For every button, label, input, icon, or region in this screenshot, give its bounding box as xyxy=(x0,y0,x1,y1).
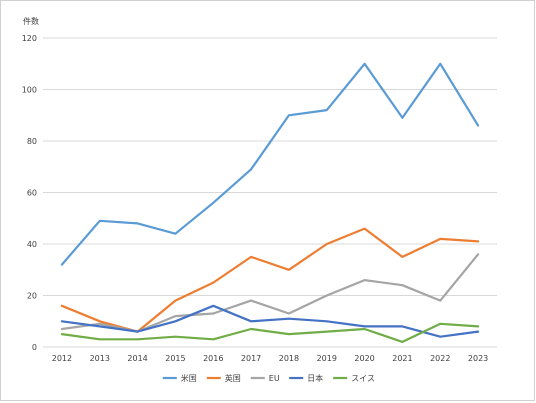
x-tick-label: 2019 xyxy=(317,354,337,363)
series-lines xyxy=(60,62,480,343)
gridlines xyxy=(43,37,497,348)
x-tick-label: 2020 xyxy=(354,354,374,363)
legend-label: スイス xyxy=(351,374,375,383)
y-tick-label: 100 xyxy=(22,86,37,95)
y-tick-label: 20 xyxy=(27,292,37,301)
y-axis-ticks: 0 20 40 60 80 100 120 xyxy=(22,34,37,352)
x-axis-ticks: 2012 2013 2014 2015 2016 2017 2018 2019 2020 2021… xyxy=(52,354,489,363)
series-line xyxy=(60,322,480,343)
x-tick-label: 2022 xyxy=(430,354,450,363)
x-tick-label: 2018 xyxy=(279,354,299,363)
x-tick-label: 2023 xyxy=(468,354,488,363)
x-tick-label: 2014 xyxy=(127,354,147,363)
x-tick-label: 2021 xyxy=(392,354,412,363)
x-tick-label: 2013 xyxy=(90,354,110,363)
y-tick-label: 60 xyxy=(27,189,37,198)
series-line xyxy=(60,304,480,338)
legend-label: EU xyxy=(269,374,280,383)
x-tick-label: 2012 xyxy=(52,354,72,363)
y-tick-label: 0 xyxy=(32,343,37,352)
legend-label: 米国 xyxy=(181,373,197,383)
y-axis-unit-label: 件数 xyxy=(23,16,39,26)
legend-label: 日本 xyxy=(307,373,323,383)
x-tick-label: 2017 xyxy=(241,354,261,363)
series-line xyxy=(60,62,480,266)
x-tick-label: 2016 xyxy=(203,354,223,363)
y-tick-label: 40 xyxy=(27,240,37,249)
x-tick-label: 2015 xyxy=(165,354,185,363)
y-tick-label: 80 xyxy=(27,137,37,146)
legend: 米国 英国 EU 日本 スイス xyxy=(162,373,375,383)
y-tick-label: 120 xyxy=(22,34,37,43)
legend-label: 英国 xyxy=(225,373,241,383)
